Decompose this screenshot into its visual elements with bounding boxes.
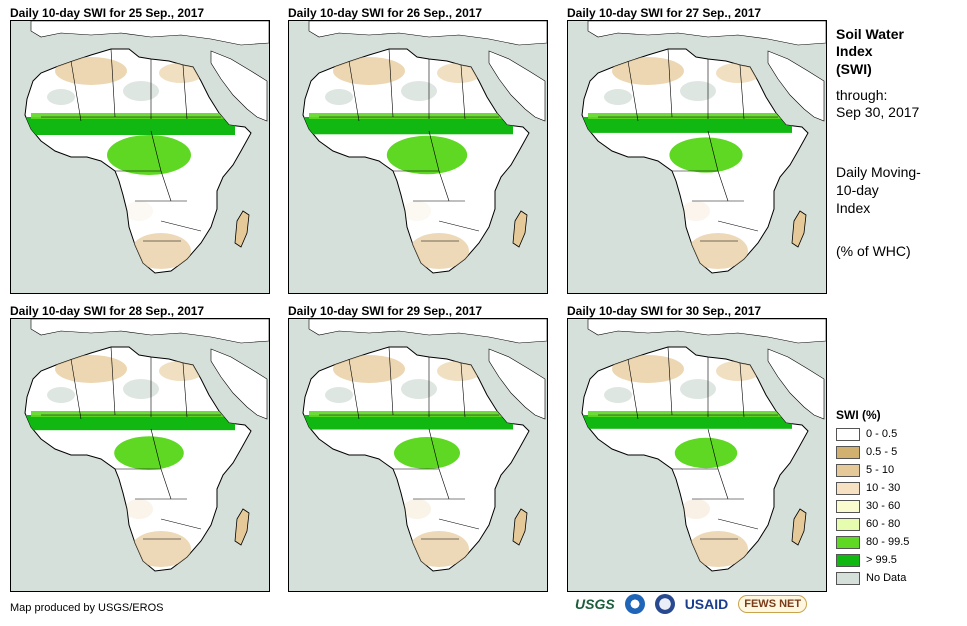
legend-item: 0.5 - 5 [836, 444, 897, 460]
legend-swatch [836, 463, 860, 477]
sidebar-title-line1: Soil Water [836, 26, 904, 42]
map-panel-2 [288, 20, 548, 294]
panel-title-3: Daily 10-day SWI for 27 Sep., 2017 [567, 6, 762, 20]
africa-map [581, 319, 826, 572]
noaa-logo-icon [624, 594, 645, 614]
fews-net-logo: FEWS NET [738, 595, 808, 613]
legend-swatch [836, 481, 860, 495]
legend-swatch [836, 553, 860, 567]
logo-strip: USGS USAID FEWS NET [575, 594, 808, 614]
africa-map [581, 21, 826, 274]
legend-item: 0 - 0.5 [836, 426, 897, 442]
panel-title-1: Daily 10-day SWI for 25 Sep., 2017 [10, 6, 205, 20]
map-panel-6 [567, 318, 827, 592]
map-panel-5 [288, 318, 548, 592]
panel-title-5: Daily 10-day SWI for 29 Sep., 2017 [288, 304, 483, 318]
legend-swatch [836, 499, 860, 513]
desc-line3: Index [836, 200, 871, 216]
africa-map [302, 21, 547, 274]
legend-item: 5 - 10 [836, 462, 894, 478]
legend-item: 60 - 80 [836, 516, 900, 532]
map-panel-4 [10, 318, 270, 592]
panel-title-6: Daily 10-day SWI for 30 Sep., 2017 [567, 304, 762, 318]
legend-label: 60 - 80 [866, 518, 901, 530]
legend-swatch [836, 571, 860, 585]
legend-item: 10 - 30 [836, 480, 900, 496]
usgs-logo: USGS [575, 596, 615, 612]
africa-map [24, 319, 269, 572]
legend-swatch [836, 535, 860, 549]
legend-label: 80 - 99.5 [866, 536, 910, 548]
sidebar-title-line2: Index [836, 43, 873, 59]
legend-label: 10 - 30 [866, 482, 901, 494]
unit-label: (% of WHC) [836, 243, 911, 259]
map-panel-3 [567, 20, 827, 294]
sidebar-title-line3: (SWI) [836, 61, 872, 77]
legend-swatch [836, 445, 860, 459]
legend-label: > 99.5 [866, 554, 897, 566]
map-panel-1 [10, 20, 270, 294]
legend-label: 0 - 0.5 [866, 428, 898, 440]
legend-swatch [836, 517, 860, 531]
credit-text: Map produced by USGS/EROS [10, 602, 164, 614]
legend-label: 30 - 60 [866, 500, 901, 512]
desc-line2: 10-day [836, 182, 879, 198]
legend-label: No Data [866, 572, 907, 584]
panel-title-2: Daily 10-day SWI for 26 Sep., 2017 [288, 6, 483, 20]
desc-line1: Daily Moving- [836, 164, 921, 180]
through-label: through: [836, 87, 888, 103]
usaid-logo: USAID [684, 596, 729, 612]
legend-label: 0.5 - 5 [866, 446, 898, 458]
legend-title: SWI (%) [836, 408, 881, 422]
through-date: Sep 30, 2017 [836, 104, 920, 120]
legend-swatch [836, 427, 860, 441]
legend-label: 5 - 10 [866, 464, 895, 476]
legend-item: 30 - 60 [836, 498, 900, 514]
legend-item: > 99.5 [836, 552, 897, 568]
nasa-seal-icon [654, 594, 675, 614]
panel-title-4: Daily 10-day SWI for 28 Sep., 2017 [10, 304, 205, 318]
africa-map [302, 319, 547, 572]
legend-item: No Data [836, 570, 906, 586]
africa-map [24, 21, 269, 274]
legend-item: 80 - 99.5 [836, 534, 909, 550]
